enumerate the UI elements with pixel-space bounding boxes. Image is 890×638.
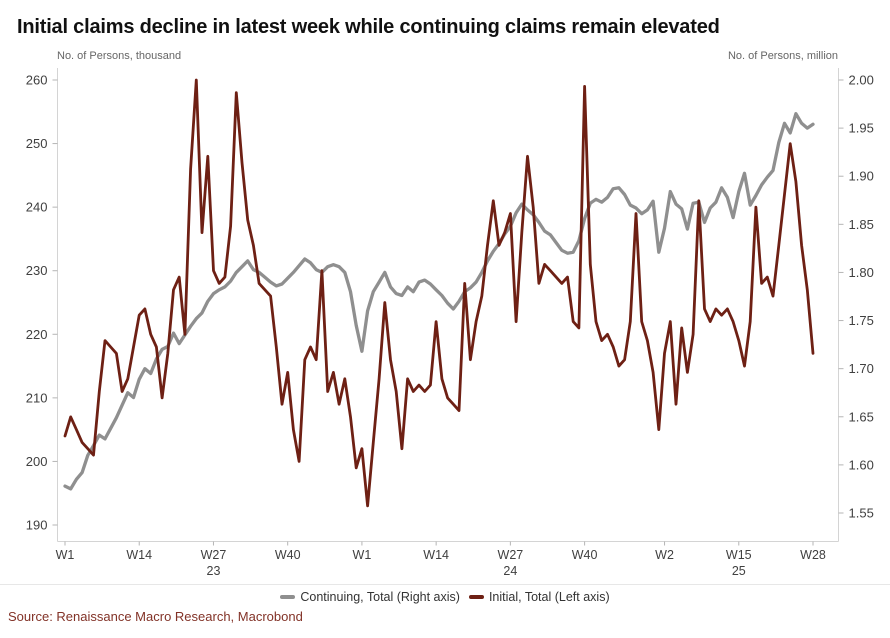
svg-text:2.00: 2.00 xyxy=(849,73,874,88)
svg-text:1.80: 1.80 xyxy=(849,265,874,280)
svg-text:W1: W1 xyxy=(353,548,372,562)
svg-text:1.85: 1.85 xyxy=(849,217,874,232)
svg-text:W40: W40 xyxy=(572,548,598,562)
svg-text:W1: W1 xyxy=(56,548,75,562)
svg-text:W27: W27 xyxy=(201,548,227,562)
svg-text:W14: W14 xyxy=(126,548,152,562)
svg-text:1.70: 1.70 xyxy=(849,361,874,376)
bottom-frame-divider xyxy=(0,584,890,585)
svg-text:W28: W28 xyxy=(800,548,826,562)
legend-label-continuing: Continuing, Total (Right axis) xyxy=(300,590,460,604)
svg-text:220: 220 xyxy=(26,327,48,342)
left-axis-unit-label: No. of Persons, thousand xyxy=(57,50,182,62)
continuing-claims-line xyxy=(63,112,815,491)
chart-title: Initial claims decline in latest week wh… xyxy=(17,16,720,38)
source-attribution: Source: Renaissance Macro Research, Macr… xyxy=(8,609,303,624)
svg-text:1.55: 1.55 xyxy=(849,506,874,521)
chart-legend: Continuing, Total (Right axis) Initial, … xyxy=(0,588,890,606)
svg-text:W40: W40 xyxy=(275,548,301,562)
legend-item-continuing: Continuing, Total (Right axis) xyxy=(280,590,460,604)
svg-text:1.60: 1.60 xyxy=(849,457,874,472)
svg-text:1.90: 1.90 xyxy=(849,169,874,184)
svg-text:W27: W27 xyxy=(498,548,524,562)
svg-text:200: 200 xyxy=(26,454,48,469)
svg-text:190: 190 xyxy=(26,518,48,533)
continuing-series-swatch-icon xyxy=(280,595,296,599)
legend-item-initial: Initial, Total (Left axis) xyxy=(468,590,610,604)
svg-text:W14: W14 xyxy=(423,548,449,562)
svg-text:1.65: 1.65 xyxy=(849,409,874,424)
svg-text:250: 250 xyxy=(26,136,48,151)
initial-claims-line xyxy=(63,78,815,508)
svg-text:260: 260 xyxy=(26,73,48,88)
initial-series-swatch-icon xyxy=(468,595,484,599)
svg-text:24: 24 xyxy=(503,564,517,578)
right-axis-unit-label: No. of Persons, million xyxy=(727,50,838,62)
svg-text:230: 230 xyxy=(26,263,48,278)
legend-label-initial: Initial, Total (Left axis) xyxy=(488,590,610,604)
svg-text:23: 23 xyxy=(207,564,221,578)
svg-text:240: 240 xyxy=(26,200,48,215)
svg-text:1.75: 1.75 xyxy=(849,313,874,328)
svg-text:210: 210 xyxy=(26,390,48,405)
svg-text:W2: W2 xyxy=(655,548,674,562)
svg-text:25: 25 xyxy=(732,564,746,578)
svg-text:W15: W15 xyxy=(726,548,752,562)
svg-text:1.95: 1.95 xyxy=(849,121,874,136)
